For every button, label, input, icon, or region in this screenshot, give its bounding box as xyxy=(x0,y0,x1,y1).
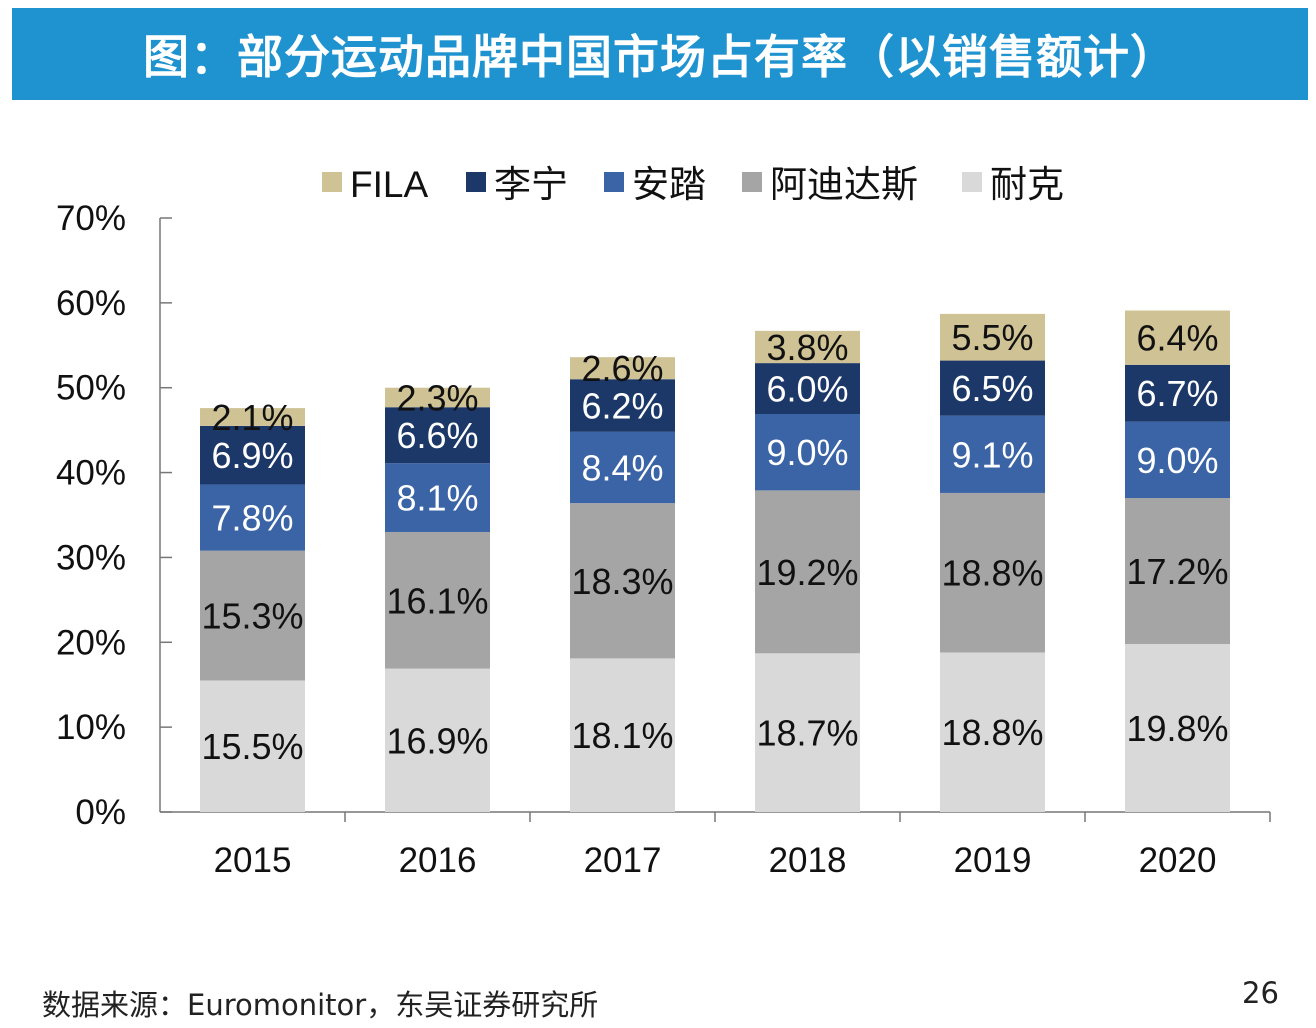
x-tick-label: 2018 xyxy=(769,841,847,880)
chart-title: 图：部分运动品牌中国市场占有率（以销售额计） xyxy=(143,30,1177,84)
data-label: 19.2% xyxy=(756,552,858,593)
legend-label: 耐克 xyxy=(990,164,1064,205)
data-label: 3.8% xyxy=(766,327,848,368)
data-label: 9.0% xyxy=(766,432,848,473)
bar-segment xyxy=(200,425,305,485)
bar-segment xyxy=(940,492,1045,653)
bar-segment xyxy=(385,463,490,532)
x-tick-label: 2020 xyxy=(1139,841,1217,880)
data-label: 6.6% xyxy=(396,415,478,456)
bar-segment xyxy=(570,503,675,659)
data-label: 16.9% xyxy=(386,720,488,761)
y-tick-label: 0% xyxy=(75,793,126,832)
data-label: 8.4% xyxy=(581,447,663,488)
y-tick-label: 40% xyxy=(56,454,126,493)
y-tick-label: 10% xyxy=(56,708,126,747)
data-label: 15.3% xyxy=(201,596,303,637)
bar-segment xyxy=(1125,643,1230,812)
data-label: 6.4% xyxy=(1136,318,1218,359)
data-label: 7.8% xyxy=(211,498,293,539)
data-label: 5.5% xyxy=(951,317,1033,358)
legend-swatch xyxy=(322,172,342,192)
bar-segment xyxy=(1125,498,1230,644)
bar-segment xyxy=(385,387,490,408)
data-label: 6.9% xyxy=(211,435,293,476)
bar-segment xyxy=(1125,364,1230,422)
x-tick-label: 2016 xyxy=(399,841,477,880)
bar-segment xyxy=(1125,310,1230,365)
data-label: 18.8% xyxy=(941,553,1043,594)
bar-segment xyxy=(385,668,490,812)
data-label: 19.8% xyxy=(1126,708,1228,749)
data-label: 6.5% xyxy=(951,368,1033,409)
bar-segment xyxy=(200,484,305,551)
legend-swatch xyxy=(962,172,982,192)
source-note: 数据来源：Euromonitor，东吴证券研究所 xyxy=(42,988,599,1022)
bar-segment xyxy=(940,415,1045,493)
bar-segment xyxy=(940,360,1045,416)
y-tick-label: 70% xyxy=(56,199,126,238)
data-label: 8.1% xyxy=(396,478,478,519)
bar-segment xyxy=(200,680,305,812)
bar-segment xyxy=(570,357,675,380)
x-tick-label: 2019 xyxy=(954,841,1032,880)
data-label: 6.0% xyxy=(766,369,848,410)
bar-segment xyxy=(385,531,490,669)
data-label: 9.0% xyxy=(1136,440,1218,481)
data-label: 18.8% xyxy=(941,712,1043,753)
legend-label: 阿迪达斯 xyxy=(770,164,918,205)
data-label: 2.1% xyxy=(211,397,293,438)
data-label: 6.7% xyxy=(1136,373,1218,414)
data-label: 15.5% xyxy=(201,726,303,767)
data-label: 18.3% xyxy=(571,561,673,602)
x-tick-label: 2017 xyxy=(584,841,662,880)
data-label: 17.2% xyxy=(1126,551,1228,592)
data-label: 18.7% xyxy=(756,713,858,754)
legend-swatch xyxy=(466,172,486,192)
bar-segment xyxy=(570,658,675,812)
bar-segment xyxy=(200,408,305,426)
legend-label: 安踏 xyxy=(632,164,706,205)
y-tick-label: 30% xyxy=(56,538,126,577)
bar-segment xyxy=(755,414,860,491)
data-label: 18.1% xyxy=(571,715,673,756)
data-label: 16.1% xyxy=(386,580,488,621)
bar-segment xyxy=(940,313,1045,361)
title-bar: 图：部分运动品牌中国市场占有率（以销售额计） xyxy=(12,8,1308,100)
legend-label: FILA xyxy=(350,164,428,205)
data-label: 2.3% xyxy=(396,377,478,418)
y-tick-label: 60% xyxy=(56,284,126,323)
bar-segment xyxy=(1125,421,1230,499)
legend-swatch xyxy=(742,172,762,192)
legend-swatch xyxy=(604,172,624,192)
bar-segment xyxy=(200,550,305,681)
bar-segment xyxy=(755,653,860,812)
bar-segment xyxy=(385,407,490,464)
bar-segment xyxy=(755,330,860,364)
data-label: 6.2% xyxy=(581,386,663,427)
bar-segment xyxy=(755,363,860,415)
bar-segment xyxy=(940,652,1045,812)
y-tick-label: 50% xyxy=(56,369,126,408)
bar-segment xyxy=(570,431,675,504)
x-tick-label: 2015 xyxy=(214,841,292,880)
data-label: 9.1% xyxy=(951,434,1033,475)
data-label: 2.6% xyxy=(581,348,663,389)
y-tick-label: 20% xyxy=(56,623,126,662)
bar-segment xyxy=(570,379,675,432)
bar-segment xyxy=(755,490,860,654)
legend-label: 李宁 xyxy=(494,164,568,205)
page-number: 26 xyxy=(1242,976,1279,1010)
